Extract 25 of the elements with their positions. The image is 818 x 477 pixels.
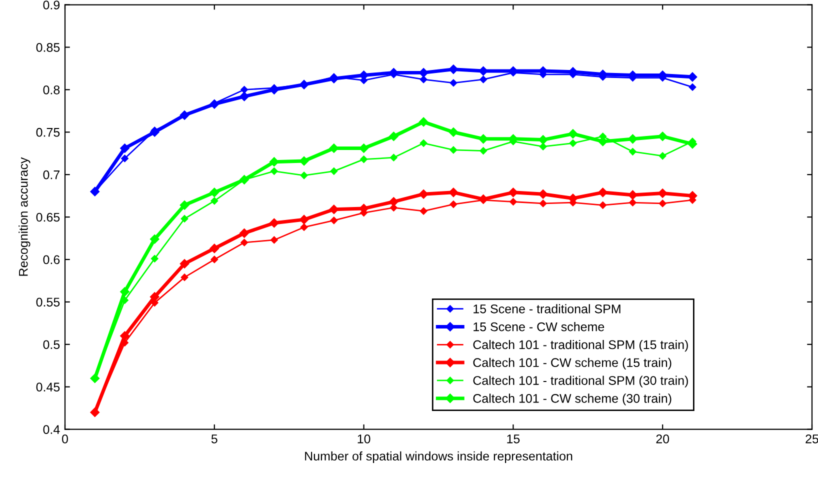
y-tick-label: 0.6	[43, 255, 60, 264]
y-tick-label: 0.5	[43, 340, 60, 350]
x-tick-label: 25	[806, 434, 818, 444]
y-tick-label: 0.8	[43, 85, 60, 94]
x-tick-label: 10	[358, 434, 370, 444]
x-tick-label: 5	[211, 434, 218, 444]
y-tick-label: 0.75	[36, 128, 60, 137]
legend-label: Caltech 101 - CW scheme (15 train)	[473, 358, 672, 370]
legend-label: Caltech 101 - traditional SPM (15 train)	[473, 340, 688, 352]
legend-label: 15 Scene - traditional SPM	[474, 304, 620, 314]
y-tick-label: 0.55	[36, 298, 60, 307]
y-tick-label: 0.7	[43, 170, 60, 180]
x-axis-title: Number of spatial windows inside representation	[305, 451, 572, 464]
legend-label: Caltech 101 - CW scheme (30 train)	[473, 394, 672, 406]
legend-label: 15 Scene - CW scheme	[474, 322, 604, 332]
legend-label: Caltech 101 - traditional SPM (30 train)	[473, 376, 688, 388]
y-tick-label: 0.9	[43, 0, 60, 10]
y-tick-label: 0.85	[36, 43, 60, 52]
x-tick-label: 15	[507, 434, 520, 444]
y-tick-label: 0.4	[43, 425, 60, 434]
y-axis-title: Recognition accuracy	[18, 157, 30, 276]
x-tick-label: 0	[62, 434, 68, 444]
y-tick-label: 0.45	[36, 382, 60, 392]
x-tick-label: 20	[656, 434, 670, 444]
y-tick-label: 0.65	[36, 212, 60, 222]
